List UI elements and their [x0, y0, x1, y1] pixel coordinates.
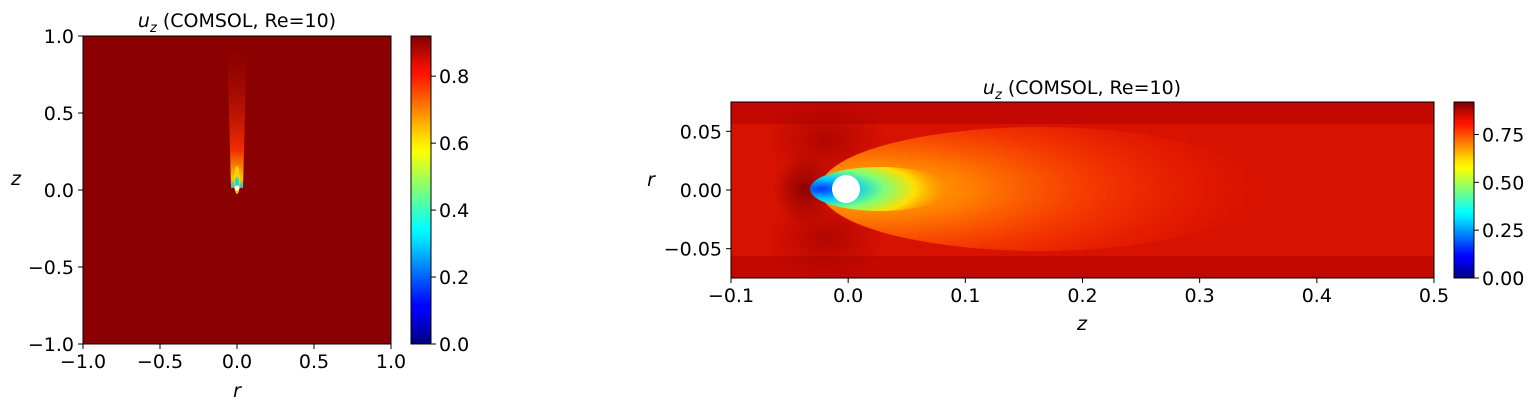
right-front-stagnation — [773, 154, 837, 224]
right-x-tick-label: 0.2 — [1067, 285, 1097, 307]
right-wake-outer — [820, 127, 1260, 251]
right-x-tick-label: 0.1 — [950, 285, 980, 307]
left-y-axis: −1.0 −0.5 0.0 0.5 1.0 — [28, 26, 83, 356]
right-wake-core — [810, 167, 950, 211]
left-colorbar-axis: 0.0 0.2 0.4 0.6 0.8 — [431, 66, 469, 356]
right-x-axis: −0.1 0.0 0.1 0.2 0.3 0.4 0.5 — [708, 278, 1449, 307]
left-colorbar-tick-label: 0.2 — [439, 267, 469, 289]
right-y-tick-label: −0.05 — [664, 239, 722, 261]
left-colorbar — [410, 35, 432, 345]
left-x-tick-label: −1.0 — [60, 351, 106, 373]
left-x-tick-label: 0.0 — [222, 351, 252, 373]
left-y-tick-label: 0.0 — [44, 180, 74, 202]
left-x-tick-label: 0.5 — [299, 351, 329, 373]
left-colorbar-tick-label: 0.0 — [439, 334, 469, 356]
right-colorbar-tick-label: 0.00 — [1482, 268, 1524, 290]
right-colorbar-tick-label: 0.50 — [1482, 172, 1524, 194]
right-x-tick-label: 0.4 — [1302, 285, 1332, 307]
right-chart-title: uz (COMSOL, Re=10) — [983, 77, 1181, 103]
right-y-axis-label: r — [647, 169, 656, 191]
left-x-tick-label: −0.5 — [137, 351, 183, 373]
right-colorbar-axis: 0.00 0.25 0.50 0.75 — [1474, 125, 1524, 290]
right-colorbar — [1453, 101, 1475, 279]
right-x-tick-label: 0.3 — [1185, 285, 1215, 307]
left-y-tick-label: −1.0 — [28, 334, 74, 356]
left-sphere — [234, 185, 240, 191]
left-y-tick-label: 0.5 — [44, 103, 74, 125]
right-x-tick-label: 0.5 — [1419, 285, 1449, 307]
right-y-tick-label: 0.00 — [680, 180, 722, 202]
left-y-tick-label: −0.5 — [28, 257, 74, 279]
right-y-tick-label: 0.05 — [680, 121, 722, 143]
left-chart-title: uz (COMSOL, Re=10) — [138, 10, 336, 36]
right-colorbar-tick-label: 0.25 — [1482, 220, 1524, 242]
left-x-axis-label: r — [233, 380, 242, 402]
left-colorbar-tick-label: 0.4 — [439, 200, 469, 222]
left-y-tick-label: 1.0 — [44, 26, 74, 48]
left-y-axis-label: z — [10, 168, 22, 190]
right-colorbar-tick-label: 0.75 — [1482, 125, 1524, 147]
left-x-axis: −1.0 −0.5 0.0 0.5 1.0 — [60, 344, 406, 373]
left-wake — [227, 36, 247, 188]
right-x-axis-label: z — [1076, 313, 1088, 335]
left-chart: uz (COMSOL, Re=10) −1.0 −0.5 0.0 0.5 1.0 −1.… — [10, 10, 469, 402]
left-colorbar-tick-label: 0.6 — [439, 133, 469, 155]
right-x-tick-label: 0.0 — [833, 285, 863, 307]
right-sphere — [832, 175, 860, 203]
right-x-tick-label: −0.1 — [708, 285, 754, 307]
left-x-tick-label: 1.0 — [376, 351, 406, 373]
left-colorbar-tick-label: 0.8 — [439, 66, 469, 88]
right-chart: uz (COMSOL, Re=10) −0.1 0.0 0.1 0.2 0.3 0.4 0.… — [647, 77, 1524, 335]
right-y-axis: −0.05 0.00 0.05 — [664, 121, 731, 261]
